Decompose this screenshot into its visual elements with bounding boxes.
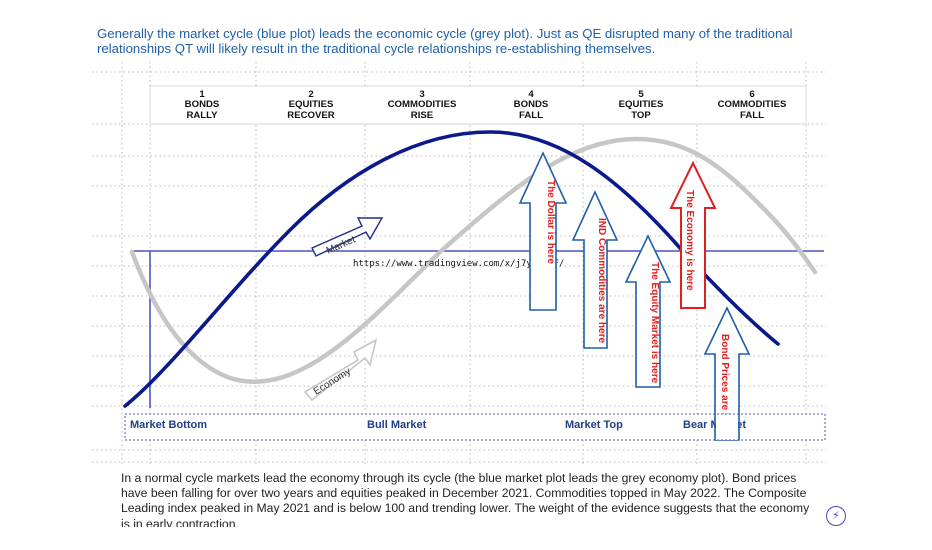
phase-3-line1: COMMODITIES <box>388 99 457 110</box>
phase-6-line2: FALL <box>740 110 764 121</box>
cycle-band <box>124 413 826 441</box>
phase-1-number: 1 <box>199 89 205 100</box>
lightning-icon[interactable]: ⚡ <box>826 506 846 526</box>
bond-prices-arrow-label: Bond Prices are here <box>719 334 730 434</box>
phase-1-line1: BONDS <box>185 99 220 110</box>
dollar-arrow: The Dollar is here <box>518 151 568 311</box>
phase-6-number: 6 <box>749 89 754 100</box>
phase-5: 5 EQUITIES TOP <box>619 89 664 121</box>
phase-6: 6 COMMODITIES FALL <box>718 89 787 121</box>
phase-1-line2: RALLY <box>186 110 218 121</box>
economy-curve <box>129 136 818 384</box>
phase-2-line1: EQUITIES <box>289 99 334 110</box>
equity-arrow: The Equity Market is here <box>624 234 672 388</box>
bond-arrow-overlap <box>716 418 738 439</box>
dollar-arrow-label: The Dollar is here <box>545 180 556 264</box>
commodities-arrow: IND Commodities are here <box>571 190 619 349</box>
phase-3-number: 3 <box>419 89 424 100</box>
intro-text: Generally the market cycle (blue plot) l… <box>97 26 793 56</box>
phase-5-number: 5 <box>638 89 644 100</box>
phase-2: 2 EQUITIES RECOVER <box>287 89 335 121</box>
phase-6-line1: COMMODITIES <box>718 99 787 110</box>
phase-4: 4 BONDS FALL <box>514 89 549 121</box>
band-market-bottom: Market Bottom <box>130 419 207 431</box>
economy-arrow: The Economy is here <box>669 160 717 309</box>
phase-2-number: 2 <box>308 89 313 100</box>
phase-5-line2: TOP <box>631 110 651 121</box>
economy-callout-label: Economy <box>312 366 353 397</box>
phase-3-line2: RISE <box>411 110 434 121</box>
phase-1: 1 BONDS RALLY <box>185 89 220 121</box>
phase-4-line1: BONDS <box>514 99 549 110</box>
phase-3: 3 COMMODITIES RISE <box>388 89 457 121</box>
equity-arrow-label: The Equity Market is here <box>649 262 660 384</box>
chart-url: https://www.tradingview.com/x/j7y8A0nF/ <box>353 259 564 269</box>
phase-4-number: 4 <box>528 89 534 100</box>
band-bull-market: Bull Market <box>367 419 427 431</box>
commodities-arrow-label: IND Commodities are here <box>596 218 607 343</box>
phase-5-line1: EQUITIES <box>619 99 664 110</box>
phase-2-line2: RECOVER <box>287 110 335 121</box>
band-market-top: Market Top <box>565 419 623 431</box>
economy-arrow-label: The Economy is here <box>684 190 695 291</box>
phase-header-band <box>149 85 807 125</box>
phase-4-line2: FALL <box>519 110 543 121</box>
summary-text: In a normal cycle markets lead the econo… <box>121 471 810 527</box>
